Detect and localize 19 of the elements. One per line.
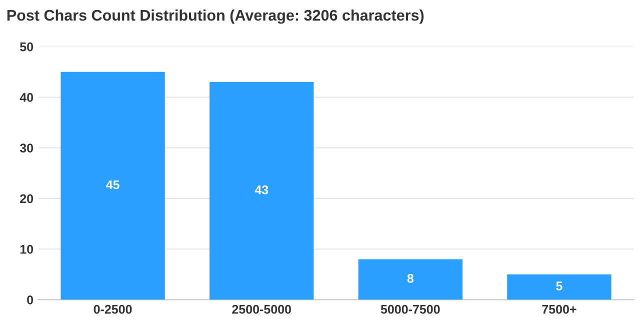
x-tick-label: 7500+	[542, 304, 576, 314]
data-label: 45	[106, 180, 120, 190]
y-tick-label: 10	[20, 244, 34, 254]
bar	[358, 259, 462, 300]
bar	[507, 274, 612, 300]
data-label: 43	[254, 185, 268, 194]
y-tick-label: 30	[20, 144, 34, 153]
y-tick-label: 20	[20, 194, 34, 204]
x-tick-label: 2500-5000	[232, 304, 291, 314]
x-tick-label: 0-2500	[94, 304, 132, 314]
chart-title: Post Chars Count Distribution (Average: 3206 characters)	[7, 9, 424, 24]
data-label: 5	[556, 282, 562, 290]
y-tick-label: 50	[20, 42, 34, 52]
x-tick-label: 5000-7500	[380, 304, 440, 314]
bar	[60, 72, 165, 300]
y-tick-label: 40	[20, 93, 34, 102]
data-label: 8	[407, 274, 414, 283]
y-tick-label: 0	[27, 296, 34, 304]
bar	[210, 82, 314, 300]
